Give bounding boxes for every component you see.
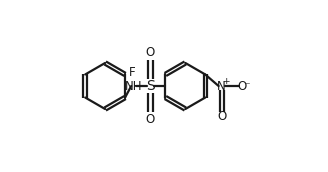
Text: N: N [217, 79, 226, 93]
Text: O: O [146, 46, 155, 59]
Text: ⁻: ⁻ [244, 81, 250, 91]
Text: O: O [146, 113, 155, 126]
Text: S: S [146, 79, 155, 93]
Text: O: O [238, 79, 247, 93]
Text: +: + [222, 77, 229, 86]
Text: NH: NH [125, 79, 142, 93]
Text: F: F [129, 66, 136, 79]
Text: O: O [217, 110, 226, 123]
